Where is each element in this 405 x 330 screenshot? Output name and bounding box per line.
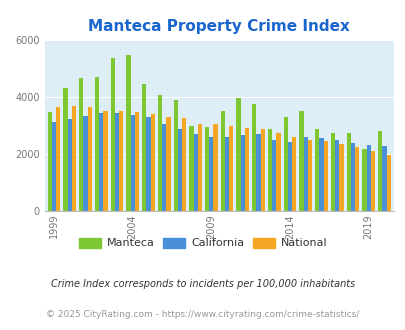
Bar — [271, 140, 276, 211]
Bar — [56, 107, 60, 211]
Bar — [181, 118, 186, 211]
Bar — [267, 129, 271, 211]
Bar — [307, 140, 311, 211]
Bar — [63, 88, 68, 211]
Bar — [366, 145, 370, 211]
Bar — [334, 140, 339, 211]
Bar — [283, 117, 287, 211]
Bar — [276, 133, 280, 211]
Bar — [303, 137, 307, 211]
Bar — [189, 126, 193, 211]
Bar — [166, 116, 170, 211]
Bar — [260, 129, 264, 211]
Bar — [95, 77, 99, 211]
Bar — [209, 137, 213, 211]
Bar — [142, 83, 146, 211]
Bar — [319, 138, 323, 211]
Bar — [52, 122, 56, 211]
Bar — [256, 134, 260, 211]
Bar — [244, 128, 249, 211]
Bar — [158, 95, 162, 211]
Bar — [213, 124, 217, 211]
Bar — [339, 144, 343, 211]
Bar — [229, 126, 233, 211]
Bar — [173, 100, 177, 211]
Bar — [361, 148, 366, 211]
Bar — [346, 133, 350, 211]
Bar — [146, 117, 150, 211]
Bar — [83, 116, 87, 211]
Bar — [240, 135, 244, 211]
Bar — [220, 111, 224, 211]
Bar — [134, 112, 139, 211]
Text: Crime Index corresponds to incidents per 100,000 inhabitants: Crime Index corresponds to incidents per… — [51, 279, 354, 289]
Bar — [99, 113, 103, 211]
Legend: Manteca, California, National: Manteca, California, National — [74, 233, 331, 253]
Bar — [126, 55, 130, 211]
Bar — [111, 58, 115, 211]
Bar — [330, 133, 334, 211]
Bar — [119, 111, 123, 211]
Bar — [377, 131, 382, 211]
Bar — [103, 111, 107, 211]
Bar — [150, 114, 154, 211]
Bar — [177, 129, 181, 211]
Bar — [162, 124, 166, 211]
Bar — [68, 118, 72, 211]
Bar — [205, 126, 209, 211]
Bar — [323, 141, 327, 211]
Bar — [314, 129, 319, 211]
Bar — [197, 124, 202, 211]
Bar — [350, 143, 354, 211]
Bar — [48, 112, 52, 211]
Text: © 2025 CityRating.com - https://www.cityrating.com/crime-statistics/: © 2025 CityRating.com - https://www.city… — [46, 310, 359, 319]
Bar — [236, 98, 240, 211]
Bar — [354, 148, 358, 211]
Bar — [130, 115, 134, 211]
Bar — [298, 111, 303, 211]
Bar — [72, 106, 76, 211]
Bar — [87, 107, 92, 211]
Bar — [370, 151, 374, 211]
Bar — [115, 113, 119, 211]
Bar — [386, 155, 390, 211]
Bar — [193, 134, 197, 211]
Bar — [292, 137, 296, 211]
Title: Manteca Property Crime Index: Manteca Property Crime Index — [88, 19, 350, 34]
Bar — [79, 78, 83, 211]
Bar — [252, 104, 256, 211]
Bar — [382, 146, 386, 211]
Bar — [287, 142, 292, 211]
Bar — [224, 137, 229, 211]
